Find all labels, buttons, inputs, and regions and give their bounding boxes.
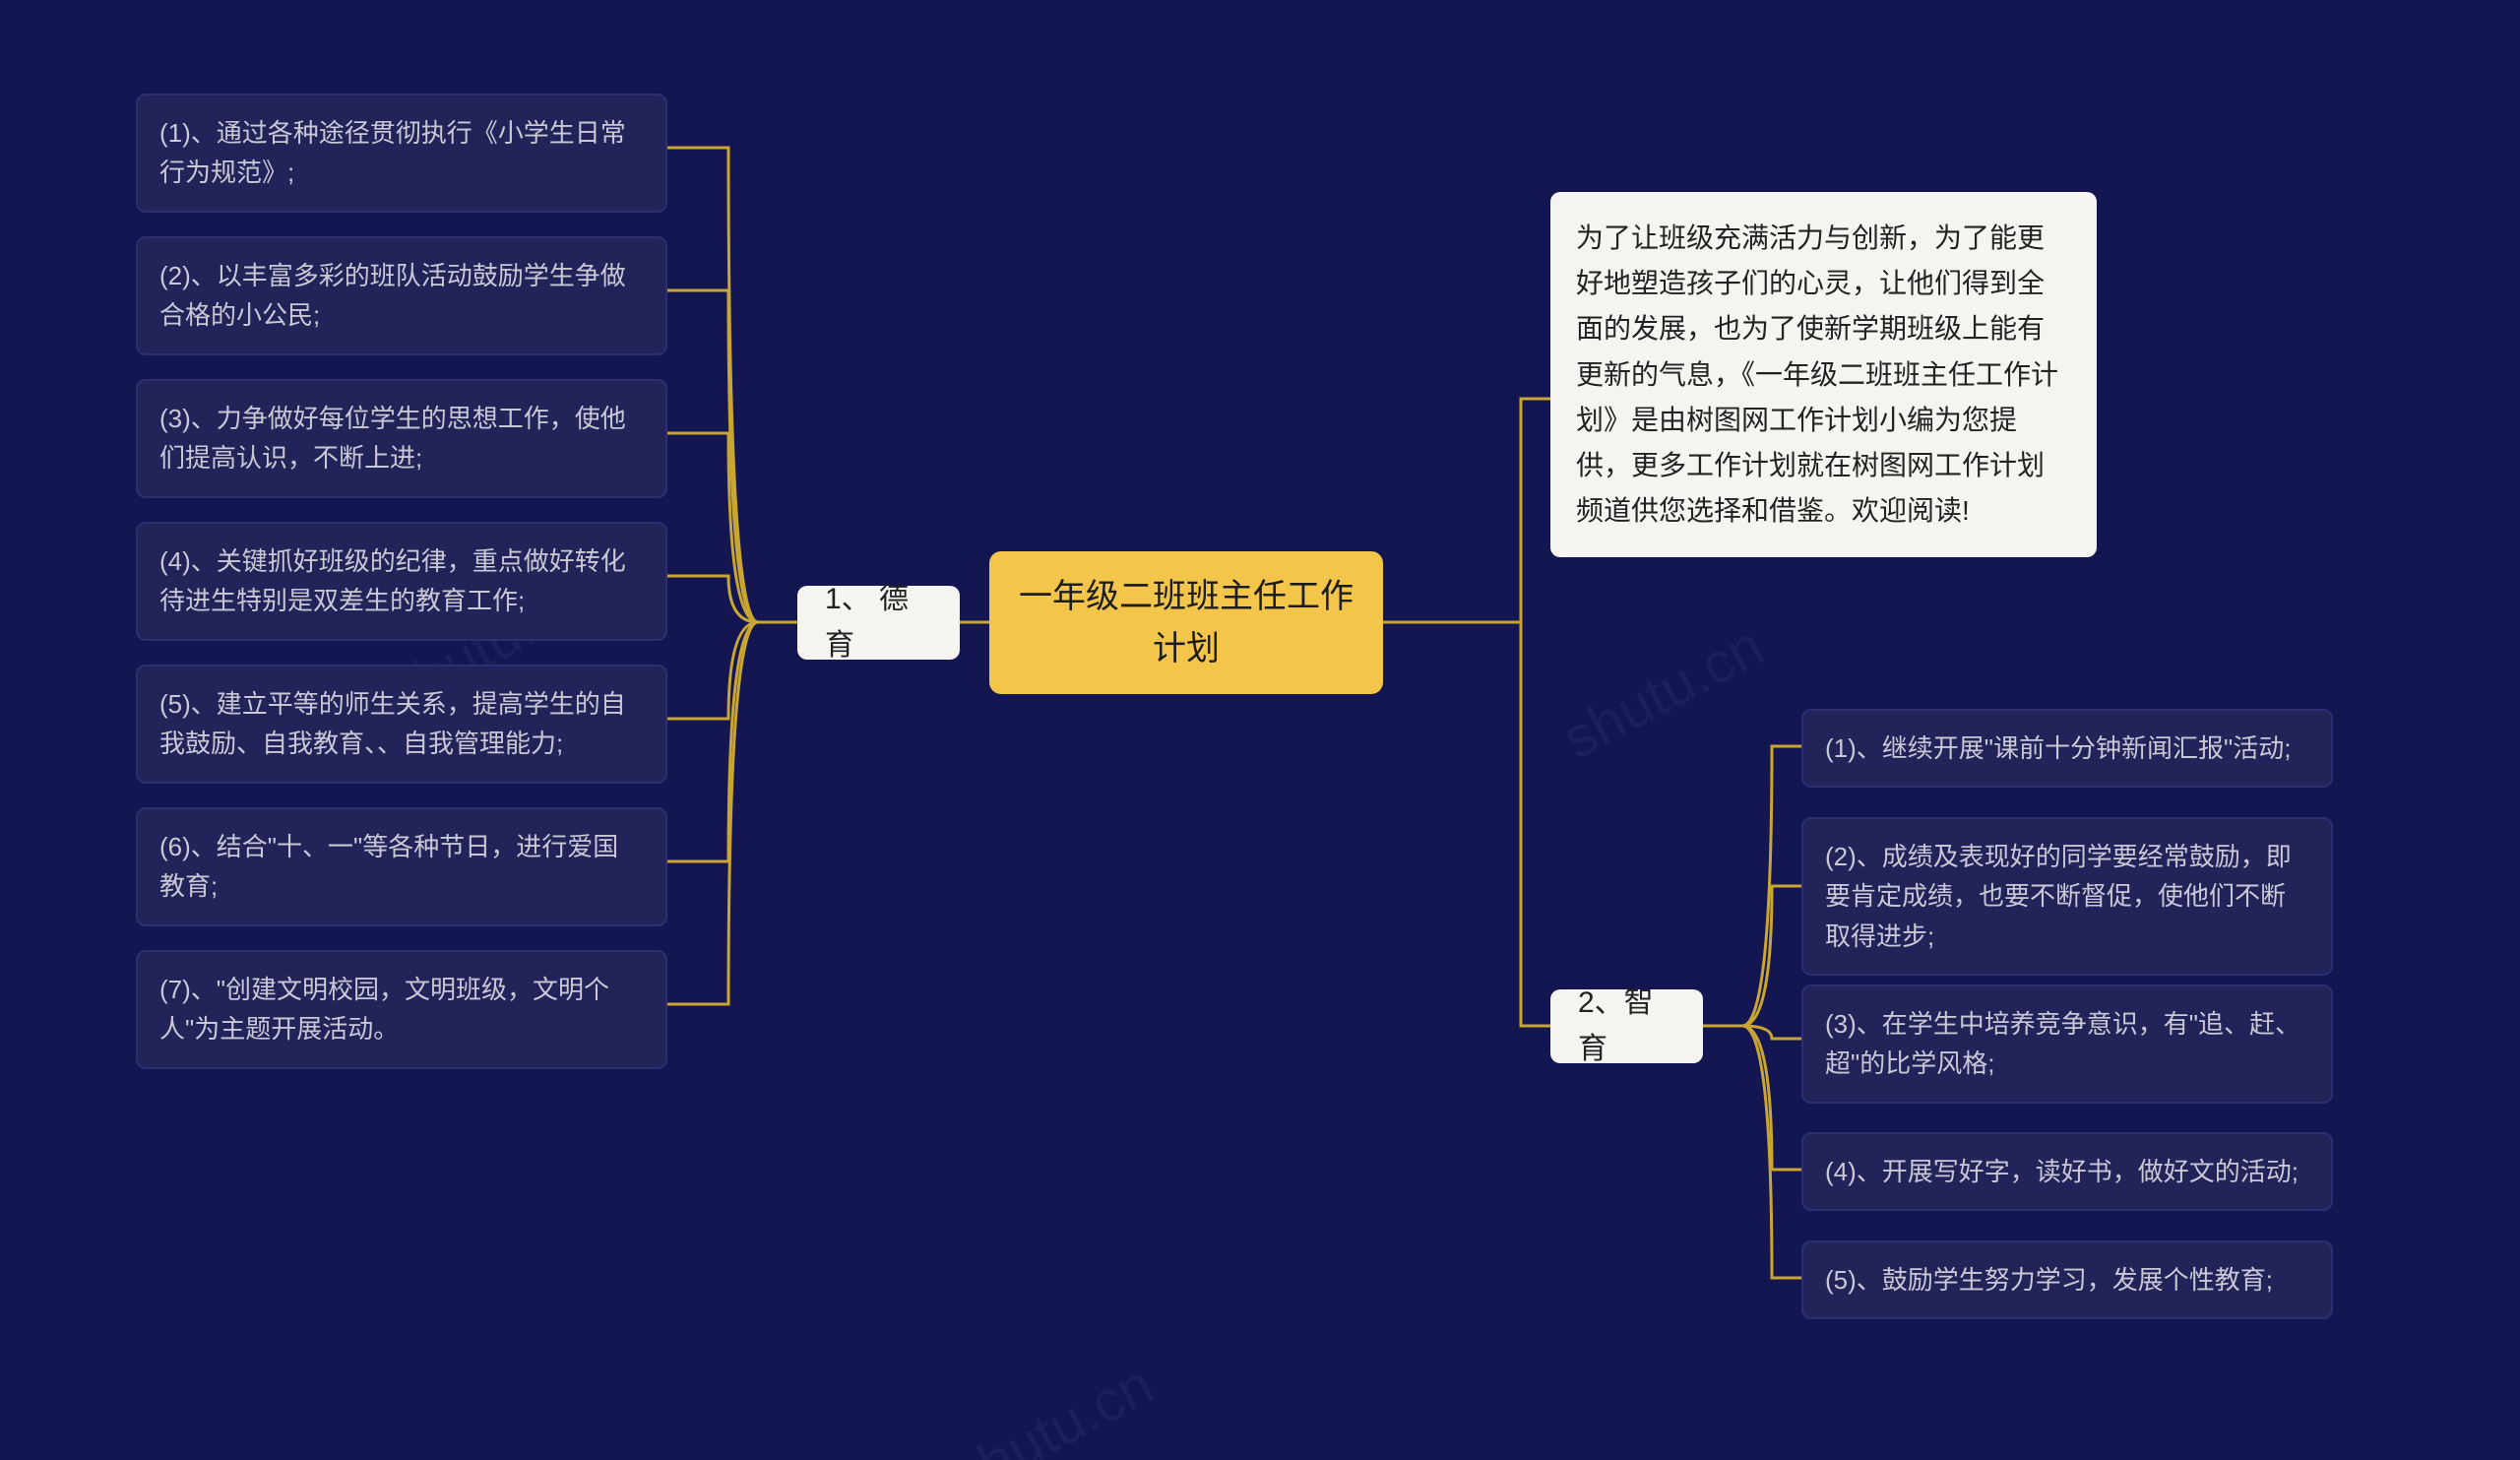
leaf-right-5[interactable]: (5)、鼓励学生努力学习，发展个性教育;	[1801, 1240, 2333, 1319]
branch-zhiyu[interactable]: 2、智育	[1550, 989, 1703, 1063]
leaf-left-3[interactable]: (3)、力争做好每位学生的思想工作，使他们提高认识，不断上进;	[136, 379, 667, 498]
leaf-left-5[interactable]: (5)、建立平等的师生关系，提高学生的自我鼓励、自我教育、、自我管理能力;	[136, 665, 667, 784]
leaf-right-3[interactable]: (3)、在学生中培养竞争意识，有"追、赶、超"的比学风格;	[1801, 984, 2333, 1104]
leaf-right-4[interactable]: (4)、开展写好字，读好书，做好文的活动;	[1801, 1132, 2333, 1211]
watermark: shutu.cn	[942, 1351, 1164, 1460]
watermark: shutu.cn	[1552, 612, 1774, 772]
intro-block[interactable]: 为了让班级充满活力与创新，为了能更好地塑造孩子们的心灵，让他们得到全面的发展，也…	[1550, 192, 2097, 557]
leaf-left-1[interactable]: (1)、通过各种途径贯彻执行《小学生日常行为规范》;	[136, 94, 667, 213]
leaf-left-4[interactable]: (4)、关键抓好班级的纪律，重点做好转化待进生特别是双差生的教育工作;	[136, 522, 667, 641]
leaf-right-2[interactable]: (2)、成绩及表现好的同学要经常鼓励，即要肯定成绩，也要不断督促，使他们不断取得…	[1801, 817, 2333, 976]
leaf-left-2[interactable]: (2)、以丰富多彩的班队活动鼓励学生争做合格的小公民;	[136, 236, 667, 355]
branch-deyou[interactable]: 1、 德育	[797, 586, 960, 660]
leaf-left-6[interactable]: (6)、结合"十、一"等各种节日，进行爱国教育;	[136, 807, 667, 926]
center-node[interactable]: 一年级二班班主任工作计划	[989, 551, 1383, 694]
leaf-left-7[interactable]: (7)、"创建文明校园，文明班级，文明个人"为主题开展活动。	[136, 950, 667, 1069]
leaf-right-1[interactable]: (1)、继续开展"课前十分钟新闻汇报"活动;	[1801, 709, 2333, 788]
